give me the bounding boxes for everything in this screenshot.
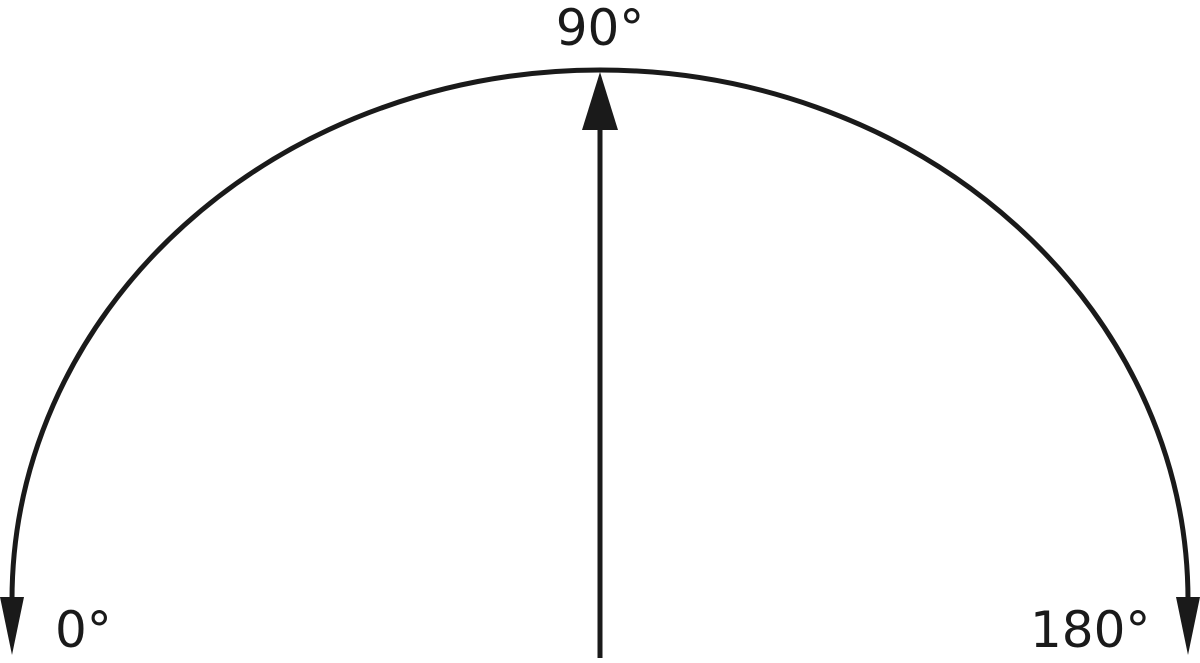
label-180-degrees: 180°: [1030, 601, 1150, 659]
label-0-degrees: 0°: [55, 601, 112, 659]
up-arrowhead-icon: [582, 72, 618, 130]
right-arrowhead-icon: [1176, 597, 1200, 655]
label-90-degrees: 90°: [556, 0, 645, 57]
semicircle-arc: [9, 67, 1191, 601]
left-arrowhead-icon: [0, 597, 24, 655]
